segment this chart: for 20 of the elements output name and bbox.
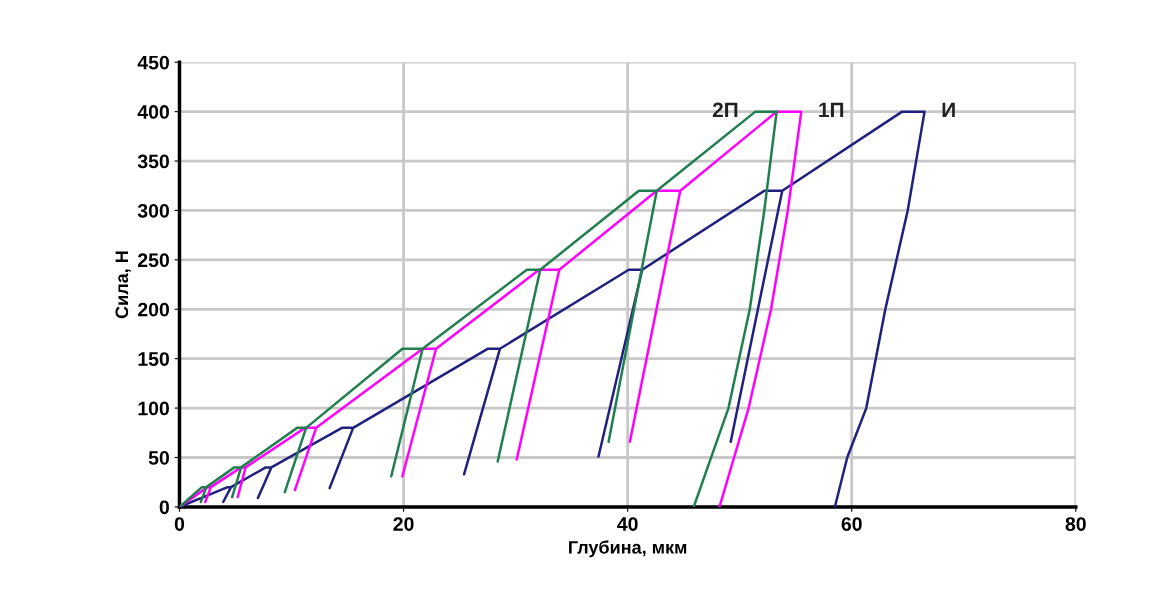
x-axis-title: Глубина, мкм (569, 540, 687, 558)
y-tick-label: 100 (138, 401, 169, 416)
x-tick-label: 20 (393, 517, 414, 531)
y-tick-label: 350 (137, 154, 169, 169)
y-tick-label: 250 (138, 253, 169, 268)
x-tick-label: 0 (174, 517, 185, 531)
series-label: И (942, 102, 955, 118)
x-tick-label: 40 (617, 517, 638, 531)
y-tick-label: 150 (138, 352, 169, 366)
y-tick-label: 200 (138, 302, 169, 317)
y-tick-label: 0 (159, 500, 169, 515)
x-tick-label: 80 (1065, 517, 1086, 531)
y-axis-title: Сила, Н (115, 251, 131, 319)
y-tick-label: 300 (137, 203, 169, 218)
y-tick-label: 400 (137, 105, 169, 119)
series-label: 2П (712, 102, 738, 118)
y-tick-label: 50 (148, 450, 169, 465)
x-tick-label: 60 (841, 517, 862, 531)
y-tick-label: 450 (137, 55, 169, 70)
series-label: 1П (819, 102, 844, 118)
